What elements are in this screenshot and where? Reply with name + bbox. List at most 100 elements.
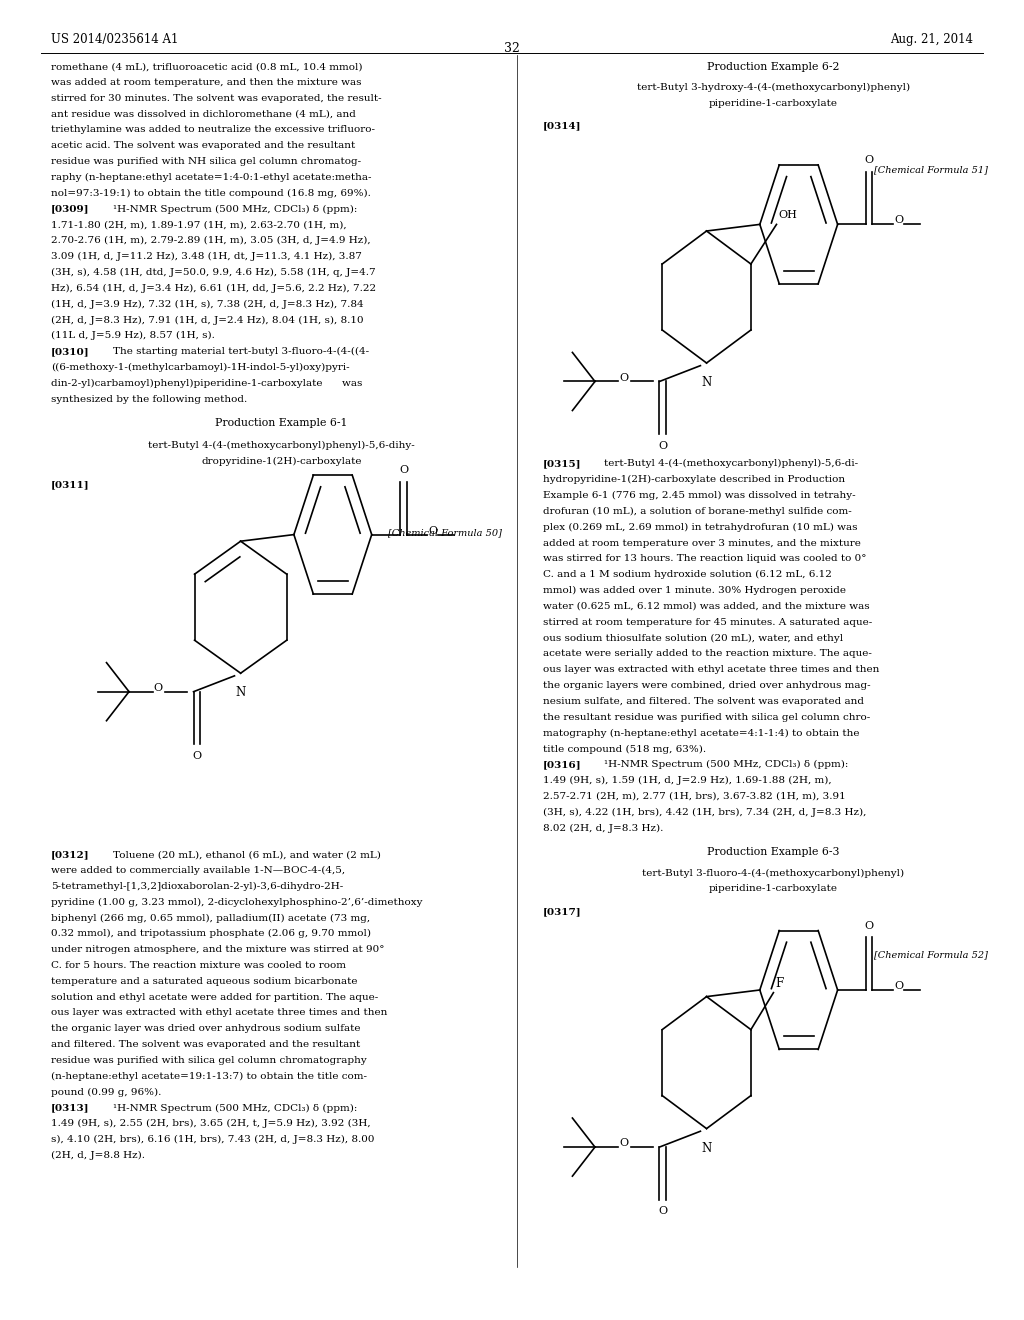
Text: synthesized by the following method.: synthesized by the following method. [51, 395, 248, 404]
Text: [0310]: [0310] [51, 347, 90, 356]
Text: dropyridine-1(2H)-carboxylate: dropyridine-1(2H)-carboxylate [202, 457, 361, 466]
Text: O: O [894, 215, 903, 226]
Text: was stirred for 13 hours. The reaction liquid was cooled to 0°: was stirred for 13 hours. The reaction l… [543, 554, 866, 564]
Text: N: N [701, 1142, 712, 1155]
Text: ((6-methoxy-1-(methylcarbamoyl)-1H-indol-5-yl)oxy)pyri-: ((6-methoxy-1-(methylcarbamoyl)-1H-indol… [51, 363, 350, 372]
Text: nol=97:3-19:1) to obtain the title compound (16.8 mg, 69%).: nol=97:3-19:1) to obtain the title compo… [51, 189, 371, 198]
Text: 3.09 (1H, d, J=11.2 Hz), 3.48 (1H, dt, J=11.3, 4.1 Hz), 3.87: 3.09 (1H, d, J=11.2 Hz), 3.48 (1H, dt, J… [51, 252, 362, 261]
Text: C. and a 1 M sodium hydroxide solution (6.12 mL, 6.12: C. and a 1 M sodium hydroxide solution (… [543, 570, 831, 579]
Text: ous layer was extracted with ethyl acetate three times and then: ous layer was extracted with ethyl aceta… [51, 1008, 387, 1018]
Text: nesium sulfate, and filtered. The solvent was evaporated and: nesium sulfate, and filtered. The solven… [543, 697, 863, 706]
Text: N: N [701, 376, 712, 389]
Text: [0315]: [0315] [543, 459, 582, 469]
Text: (2H, d, J=8.3 Hz), 7.91 (1H, d, J=2.4 Hz), 8.04 (1H, s), 8.10: (2H, d, J=8.3 Hz), 7.91 (1H, d, J=2.4 Hz… [51, 315, 364, 325]
Text: acetate were serially added to the reaction mixture. The aque-: acetate were serially added to the react… [543, 649, 871, 659]
Text: raphy (n-heptane:ethyl acetate=1:4-0:1-ethyl acetate:metha-: raphy (n-heptane:ethyl acetate=1:4-0:1-e… [51, 173, 372, 182]
Text: plex (0.269 mL, 2.69 mmol) in tetrahydrofuran (10 mL) was: plex (0.269 mL, 2.69 mmol) in tetrahydro… [543, 523, 857, 532]
Text: C. for 5 hours. The reaction mixture was cooled to room: C. for 5 hours. The reaction mixture was… [51, 961, 346, 970]
Text: Hz), 6.54 (1H, d, J=3.4 Hz), 6.61 (1H, dd, J=5.6, 2.2 Hz), 7.22: Hz), 6.54 (1H, d, J=3.4 Hz), 6.61 (1H, d… [51, 284, 377, 293]
Text: [Chemical Formula 50]: [Chemical Formula 50] [388, 528, 502, 537]
Text: N: N [236, 686, 246, 700]
Text: under nitrogen atmosphere, and the mixture was stirred at 90°: under nitrogen atmosphere, and the mixtu… [51, 945, 385, 954]
Text: O: O [428, 525, 437, 536]
Text: and filtered. The solvent was evaporated and the resultant: and filtered. The solvent was evaporated… [51, 1040, 360, 1049]
Text: US 2014/0235614 A1: US 2014/0235614 A1 [51, 33, 178, 46]
Text: 32: 32 [504, 42, 520, 55]
Text: (3H, s), 4.58 (1H, dtd, J=50.0, 9.9, 4.6 Hz), 5.58 (1H, q, J=4.7: (3H, s), 4.58 (1H, dtd, J=50.0, 9.9, 4.6… [51, 268, 376, 277]
Text: tert-Butyl 3-fluoro-4-(4-(methoxycarbonyl)phenyl): tert-Butyl 3-fluoro-4-(4-(methoxycarbony… [642, 869, 904, 878]
Text: title compound (518 mg, 63%).: title compound (518 mg, 63%). [543, 744, 706, 754]
Text: added at room temperature over 3 minutes, and the mixture: added at room temperature over 3 minutes… [543, 539, 860, 548]
Text: O: O [865, 920, 873, 931]
Text: O: O [154, 682, 163, 693]
Text: [0312]: [0312] [51, 850, 90, 859]
Text: (1H, d, J=3.9 Hz), 7.32 (1H, s), 7.38 (2H, d, J=8.3 Hz), 7.84: (1H, d, J=3.9 Hz), 7.32 (1H, s), 7.38 (2… [51, 300, 364, 309]
Text: Production Example 6-1: Production Example 6-1 [215, 418, 348, 429]
Text: were added to commercially available 1-N—BOC-4-(4,5,: were added to commercially available 1-N… [51, 866, 345, 875]
Text: O: O [193, 751, 201, 762]
Text: tert-Butyl 3-hydroxy-4-(4-(methoxycarbonyl)phenyl): tert-Butyl 3-hydroxy-4-(4-(methoxycarbon… [637, 83, 909, 92]
Text: Example 6-1 (776 mg, 2.45 mmol) was dissolved in tetrahy-: Example 6-1 (776 mg, 2.45 mmol) was diss… [543, 491, 855, 500]
Text: O: O [620, 372, 629, 383]
Text: (3H, s), 4.22 (1H, brs), 4.42 (1H, brs), 7.34 (2H, d, J=8.3 Hz),: (3H, s), 4.22 (1H, brs), 4.42 (1H, brs),… [543, 808, 866, 817]
Text: [0314]: [0314] [543, 121, 582, 131]
Text: 0.32 mmol), and tripotassium phosphate (2.06 g, 9.70 mmol): 0.32 mmol), and tripotassium phosphate (… [51, 929, 371, 939]
Text: 1.49 (9H, s), 1.59 (1H, d, J=2.9 Hz), 1.69-1.88 (2H, m),: 1.49 (9H, s), 1.59 (1H, d, J=2.9 Hz), 1.… [543, 776, 831, 785]
Text: 2.70-2.76 (1H, m), 2.79-2.89 (1H, m), 3.05 (3H, d, J=4.9 Hz),: 2.70-2.76 (1H, m), 2.79-2.89 (1H, m), 3.… [51, 236, 371, 246]
Text: Toluene (20 mL), ethanol (6 mL), and water (2 mL): Toluene (20 mL), ethanol (6 mL), and wat… [113, 850, 381, 859]
Text: O: O [658, 441, 667, 451]
Text: O: O [658, 1206, 667, 1217]
Text: ous layer was extracted with ethyl acetate three times and then: ous layer was extracted with ethyl aceta… [543, 665, 879, 675]
Text: stirred at room temperature for 45 minutes. A saturated aque-: stirred at room temperature for 45 minut… [543, 618, 872, 627]
Text: F: F [775, 977, 783, 990]
Text: temperature and a saturated aqueous sodium bicarbonate: temperature and a saturated aqueous sodi… [51, 977, 357, 986]
Text: [0311]: [0311] [51, 480, 90, 490]
Text: Aug. 21, 2014: Aug. 21, 2014 [890, 33, 973, 46]
Text: [Chemical Formula 51]: [Chemical Formula 51] [874, 165, 988, 174]
Text: acetic acid. The solvent was evaporated and the resultant: acetic acid. The solvent was evaporated … [51, 141, 355, 150]
Text: (11L d, J=5.9 Hz), 8.57 (1H, s).: (11L d, J=5.9 Hz), 8.57 (1H, s). [51, 331, 215, 341]
Text: piperidine-1-carboxylate: piperidine-1-carboxylate [709, 884, 838, 894]
Text: ous sodium thiosulfate solution (20 mL), water, and ethyl: ous sodium thiosulfate solution (20 mL),… [543, 634, 843, 643]
Text: pound (0.99 g, 96%).: pound (0.99 g, 96%). [51, 1088, 162, 1097]
Text: Production Example 6-3: Production Example 6-3 [707, 847, 840, 858]
Text: drofuran (10 mL), a solution of borane-methyl sulfide com-: drofuran (10 mL), a solution of borane-m… [543, 507, 852, 516]
Text: mmol) was added over 1 minute. 30% Hydrogen peroxide: mmol) was added over 1 minute. 30% Hydro… [543, 586, 846, 595]
Text: water (0.625 mL, 6.12 mmol) was added, and the mixture was: water (0.625 mL, 6.12 mmol) was added, a… [543, 602, 869, 611]
Text: triethylamine was added to neutralize the excessive trifluoro-: triethylamine was added to neutralize th… [51, 125, 375, 135]
Text: [0309]: [0309] [51, 205, 90, 214]
Text: The starting material tert-butyl 3-fluoro-4-(4-((4-: The starting material tert-butyl 3-fluor… [113, 347, 369, 356]
Text: tert-Butyl 4-(4-(methoxycarbonyl)phenyl)-5,6-di-: tert-Butyl 4-(4-(methoxycarbonyl)phenyl)… [604, 459, 858, 469]
Text: O: O [620, 1138, 629, 1148]
Text: Production Example 6-2: Production Example 6-2 [707, 62, 840, 73]
Text: [Chemical Formula 52]: [Chemical Formula 52] [874, 950, 988, 960]
Text: O: O [399, 465, 408, 475]
Text: 1.71-1.80 (2H, m), 1.89-1.97 (1H, m), 2.63-2.70 (1H, m),: 1.71-1.80 (2H, m), 1.89-1.97 (1H, m), 2.… [51, 220, 347, 230]
Text: was added at room temperature, and then the mixture was: was added at room temperature, and then … [51, 78, 361, 87]
Text: solution and ethyl acetate were added for partition. The aque-: solution and ethyl acetate were added fo… [51, 993, 379, 1002]
Text: OH: OH [778, 210, 798, 220]
Text: hydropyridine-1(2H)-carboxylate described in Production: hydropyridine-1(2H)-carboxylate describe… [543, 475, 845, 484]
Text: s), 4.10 (2H, brs), 6.16 (1H, brs), 7.43 (2H, d, J=8.3 Hz), 8.00: s), 4.10 (2H, brs), 6.16 (1H, brs), 7.43… [51, 1135, 375, 1144]
Text: pyridine (1.00 g, 3.23 mmol), 2-dicyclohexylphosphino-2’,6’-dimethoxy: pyridine (1.00 g, 3.23 mmol), 2-dicycloh… [51, 898, 423, 907]
Text: 1.49 (9H, s), 2.55 (2H, brs), 3.65 (2H, t, J=5.9 Hz), 3.92 (3H,: 1.49 (9H, s), 2.55 (2H, brs), 3.65 (2H, … [51, 1119, 371, 1129]
Text: matography (n-heptane:ethyl acetate=4:1-1:4) to obtain the: matography (n-heptane:ethyl acetate=4:1-… [543, 729, 859, 738]
Text: ¹H-NMR Spectrum (500 MHz, CDCl₃) δ (ppm):: ¹H-NMR Spectrum (500 MHz, CDCl₃) δ (ppm)… [604, 760, 849, 770]
Text: 2.57-2.71 (2H, m), 2.77 (1H, brs), 3.67-3.82 (1H, m), 3.91: 2.57-2.71 (2H, m), 2.77 (1H, brs), 3.67-… [543, 792, 846, 801]
Text: O: O [865, 154, 873, 165]
Text: piperidine-1-carboxylate: piperidine-1-carboxylate [709, 99, 838, 108]
Text: O: O [894, 981, 903, 991]
Text: (n-heptane:ethyl acetate=19:1-13:7) to obtain the title com-: (n-heptane:ethyl acetate=19:1-13:7) to o… [51, 1072, 368, 1081]
Text: romethane (4 mL), trifluoroacetic acid (0.8 mL, 10.4 mmol): romethane (4 mL), trifluoroacetic acid (… [51, 62, 362, 71]
Text: ¹H-NMR Spectrum (500 MHz, CDCl₃) δ (ppm):: ¹H-NMR Spectrum (500 MHz, CDCl₃) δ (ppm)… [113, 1104, 357, 1113]
Text: the organic layers were combined, dried over anhydrous mag-: the organic layers were combined, dried … [543, 681, 870, 690]
Text: the resultant residue was purified with silica gel column chro-: the resultant residue was purified with … [543, 713, 870, 722]
Text: [0313]: [0313] [51, 1104, 90, 1113]
Text: 5-tetramethyl-[1,3,2]dioxaborolan-2-yl)-3,6-dihydro-2H-: 5-tetramethyl-[1,3,2]dioxaborolan-2-yl)-… [51, 882, 343, 891]
Text: 8.02 (2H, d, J=8.3 Hz).: 8.02 (2H, d, J=8.3 Hz). [543, 824, 664, 833]
Text: din-2-yl)carbamoyl)phenyl)piperidine-1-carboxylate      was: din-2-yl)carbamoyl)phenyl)piperidine-1-c… [51, 379, 362, 388]
Text: biphenyl (266 mg, 0.65 mmol), palladium(II) acetate (73 mg,: biphenyl (266 mg, 0.65 mmol), palladium(… [51, 913, 371, 923]
Text: [0316]: [0316] [543, 760, 582, 770]
Text: ¹H-NMR Spectrum (500 MHz, CDCl₃) δ (ppm):: ¹H-NMR Spectrum (500 MHz, CDCl₃) δ (ppm)… [113, 205, 357, 214]
Text: (2H, d, J=8.8 Hz).: (2H, d, J=8.8 Hz). [51, 1151, 145, 1160]
